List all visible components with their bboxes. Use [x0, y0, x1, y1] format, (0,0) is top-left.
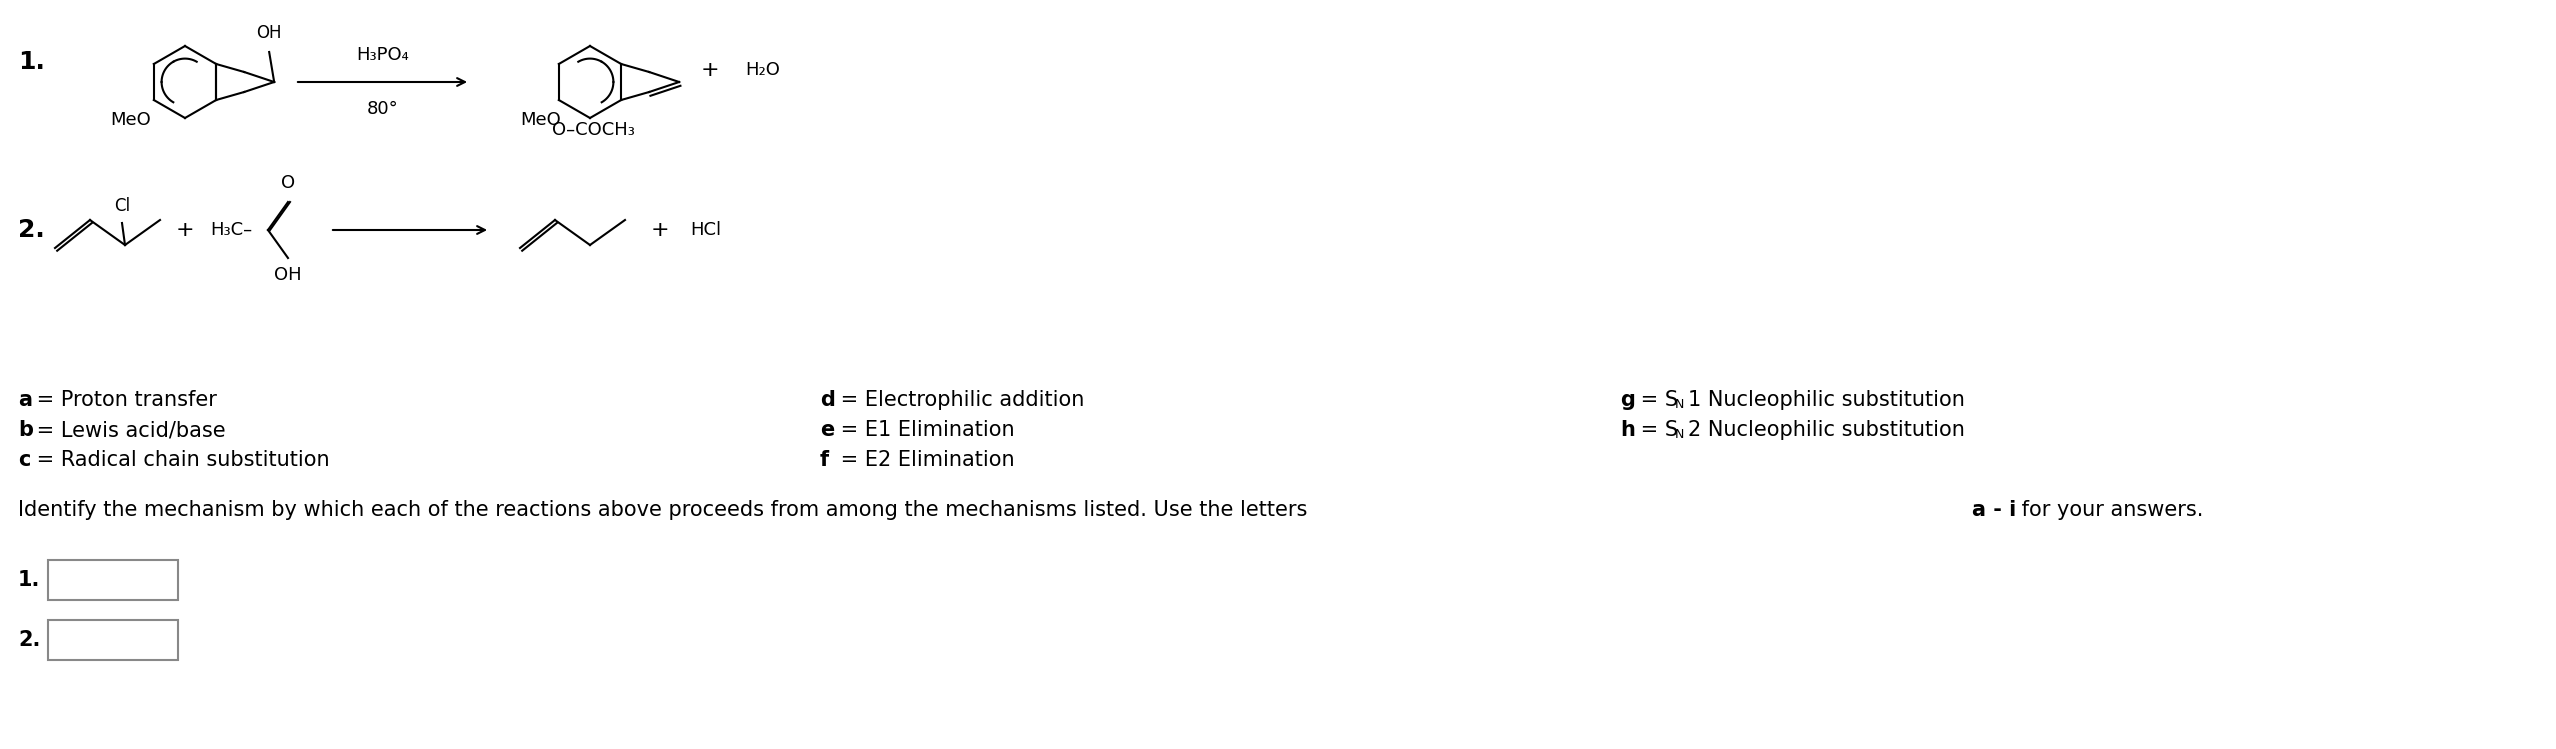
Text: HCl: HCl	[690, 221, 721, 239]
Text: = Electrophilic addition: = Electrophilic addition	[833, 390, 1084, 410]
Text: H₃C–: H₃C–	[210, 221, 253, 239]
Text: = S: = S	[1633, 420, 1679, 440]
Text: d: d	[820, 390, 836, 410]
Text: H₃PO₄: H₃PO₄	[355, 46, 409, 64]
Text: N: N	[1674, 428, 1684, 441]
Text: a: a	[18, 390, 33, 410]
Text: OH: OH	[273, 266, 302, 284]
Text: MeO: MeO	[110, 111, 151, 129]
Text: = E2 Elimination: = E2 Elimination	[833, 450, 1015, 470]
Text: = S: = S	[1633, 390, 1679, 410]
Text: +: +	[700, 60, 718, 80]
Text: O: O	[281, 174, 294, 192]
Text: +: +	[652, 220, 670, 240]
Text: = Lewis acid/base: = Lewis acid/base	[31, 420, 225, 440]
Text: Cl: Cl	[115, 197, 130, 215]
Text: 2.: 2.	[18, 630, 41, 650]
Text: g: g	[1621, 390, 1636, 410]
Text: 1.: 1.	[18, 50, 46, 74]
Text: h: h	[1621, 420, 1636, 440]
Text: 80°: 80°	[366, 100, 399, 118]
Text: OH: OH	[256, 24, 281, 42]
Text: 2 Nucleophilic substitution: 2 Nucleophilic substitution	[1687, 420, 1966, 440]
Text: MeO: MeO	[519, 111, 560, 129]
Text: +: +	[176, 220, 194, 240]
Text: for your answers.: for your answers.	[2014, 500, 2203, 520]
Text: O–COCH₃: O–COCH₃	[552, 121, 634, 139]
Text: = Radical chain substitution: = Radical chain substitution	[31, 450, 330, 470]
Text: Identify the mechanism by which each of the reactions above proceeds from among : Identify the mechanism by which each of …	[18, 500, 1314, 520]
Text: H₂O: H₂O	[744, 61, 780, 79]
Text: = Proton transfer: = Proton transfer	[31, 390, 217, 410]
Text: a - i: a - i	[1973, 500, 2017, 520]
Bar	[49, 620, 179, 660]
Text: c: c	[18, 450, 31, 470]
Text: 1.: 1.	[18, 570, 41, 590]
Text: = E1 Elimination: = E1 Elimination	[833, 420, 1015, 440]
Text: N: N	[1674, 398, 1684, 411]
Text: f: f	[820, 450, 828, 470]
Text: e: e	[820, 420, 833, 440]
Text: 1 Nucleophilic substitution: 1 Nucleophilic substitution	[1687, 390, 1966, 410]
Text: b: b	[18, 420, 33, 440]
Bar	[49, 560, 179, 600]
Text: 2.: 2.	[18, 218, 46, 242]
